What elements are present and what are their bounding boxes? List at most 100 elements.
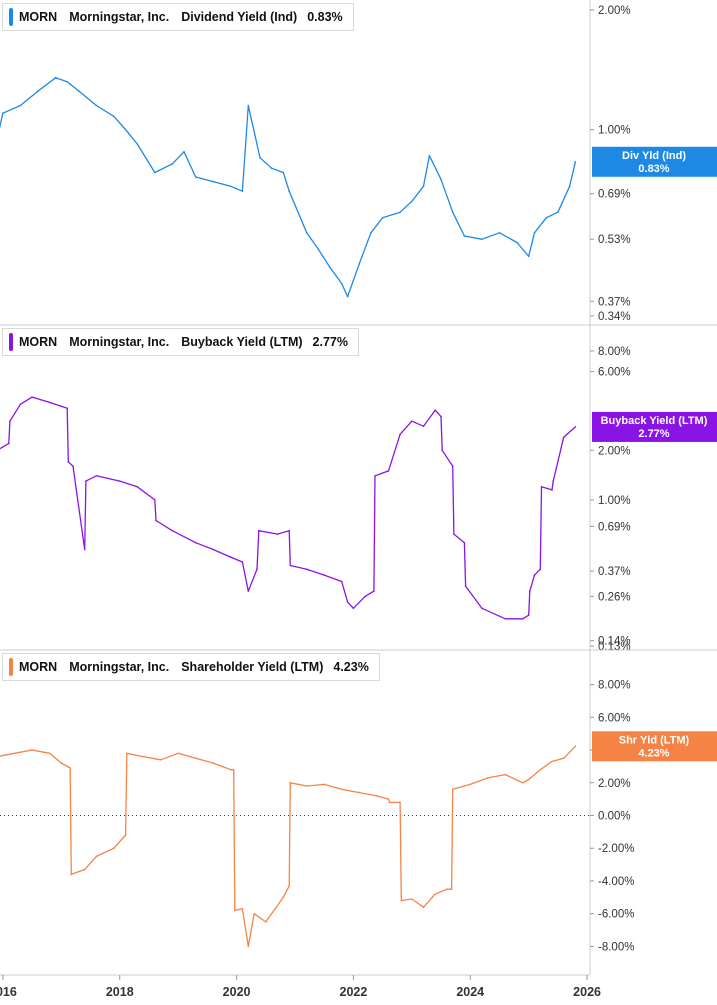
panel-shareholder-yield: 8.00%6.00%4.00%2.00%0.00%-2.00%-4.00%-6.…	[0, 649, 717, 975]
y-tick-label: -6.00%	[598, 909, 634, 921]
legend-company: Morningstar, Inc.	[69, 335, 170, 349]
data-point	[399, 801, 401, 804]
data-point	[69, 767, 71, 769]
data-point	[253, 912, 255, 915]
data-point	[453, 533, 455, 535]
data-point	[155, 519, 157, 522]
data-point	[126, 752, 128, 755]
data-point	[282, 171, 285, 174]
data-point	[529, 590, 531, 592]
data-point	[124, 834, 127, 836]
data-point	[487, 777, 489, 779]
data-point	[574, 426, 577, 428]
data-point	[124, 128, 127, 131]
y-tick-label: -8.00%	[598, 941, 634, 953]
x-tick-label: 2016	[0, 985, 17, 999]
data-point	[574, 161, 577, 163]
data-point	[154, 499, 156, 501]
x-tick-label: 2026	[573, 985, 601, 999]
legend-ticker: MORN	[19, 660, 58, 674]
data-point	[440, 178, 442, 181]
y-tick-label: 0.13%	[598, 641, 631, 653]
data-point	[113, 115, 115, 118]
data-point	[60, 762, 63, 764]
data-point	[422, 425, 425, 428]
data-point	[388, 801, 391, 804]
data-point	[440, 415, 442, 418]
legend-buyback-yield[interactable]: MORN Morningstar, Inc. Buyback Yield (LT…	[2, 328, 359, 356]
data-point	[498, 232, 501, 234]
data-point	[411, 200, 413, 203]
data-point	[171, 163, 174, 165]
y-tick-label: 0.69%	[598, 521, 631, 533]
data-point	[340, 282, 343, 285]
legend-dividend-yield[interactable]: MORN Morningstar, Inc. Dividend Yield (I…	[2, 3, 354, 31]
legend-shareholder-yield[interactable]: MORN Morningstar, Inc. Shareholder Yield…	[2, 653, 380, 681]
data-point	[411, 420, 413, 423]
data-point	[258, 529, 260, 532]
data-point	[441, 449, 444, 452]
data-point	[54, 77, 57, 79]
data-point	[305, 568, 308, 570]
data-point	[399, 433, 401, 436]
data-point	[539, 568, 542, 570]
data-point	[540, 486, 543, 488]
data-point	[8, 442, 10, 445]
data-point	[434, 893, 437, 895]
data-point	[527, 614, 530, 616]
data-point	[154, 171, 156, 174]
data-point	[159, 759, 162, 761]
data-point	[259, 156, 261, 159]
data-point	[270, 167, 273, 169]
data-point	[574, 745, 577, 748]
legend-ticker: MORN	[19, 10, 58, 24]
data-point	[72, 465, 74, 468]
data-point	[234, 909, 236, 912]
value-tag: Shr Yld (LTM)4.23%	[592, 731, 717, 762]
data-point	[463, 235, 466, 237]
data-point	[340, 580, 343, 583]
data-point	[323, 783, 326, 786]
data-point	[136, 486, 139, 488]
data-point	[358, 262, 361, 265]
y-tick-label: 6.00%	[598, 712, 631, 724]
data-point	[289, 564, 292, 567]
data-point	[229, 768, 232, 771]
value-tag-value: 4.23%	[638, 747, 669, 759]
data-point	[352, 607, 355, 610]
data-point	[247, 945, 250, 948]
data-point	[422, 906, 425, 908]
y-tick-label: 2.00%	[598, 445, 631, 457]
data-point	[533, 232, 536, 234]
value-tag: Div Yld (Ind)0.83%	[592, 146, 717, 177]
data-point	[557, 211, 559, 213]
data-point	[37, 90, 39, 92]
data-point	[346, 601, 349, 603]
data-point	[358, 791, 361, 794]
data-point	[142, 755, 144, 758]
x-tick-label: 2018	[106, 985, 134, 999]
y-tick-label: -2.00%	[598, 843, 634, 855]
data-point	[13, 752, 16, 755]
data-point	[545, 217, 547, 219]
data-point	[48, 752, 51, 755]
data-point	[212, 762, 214, 764]
data-point	[551, 489, 553, 491]
y-tick-label: -4.00%	[598, 876, 634, 888]
value-tag-value: 0.83%	[638, 163, 669, 175]
data-point	[119, 480, 121, 482]
data-point	[95, 104, 98, 107]
data-point	[464, 585, 467, 587]
data-point	[446, 888, 448, 890]
data-point	[113, 847, 115, 849]
data-point	[229, 556, 232, 558]
y-tick-label: 0.53%	[598, 234, 631, 246]
data-point	[527, 778, 530, 781]
data-point	[288, 190, 291, 192]
data-point	[381, 217, 384, 219]
data-point	[67, 461, 70, 463]
series-line	[0, 745, 576, 948]
data-point	[177, 752, 179, 755]
data-point	[451, 465, 454, 468]
data-point	[19, 104, 22, 107]
